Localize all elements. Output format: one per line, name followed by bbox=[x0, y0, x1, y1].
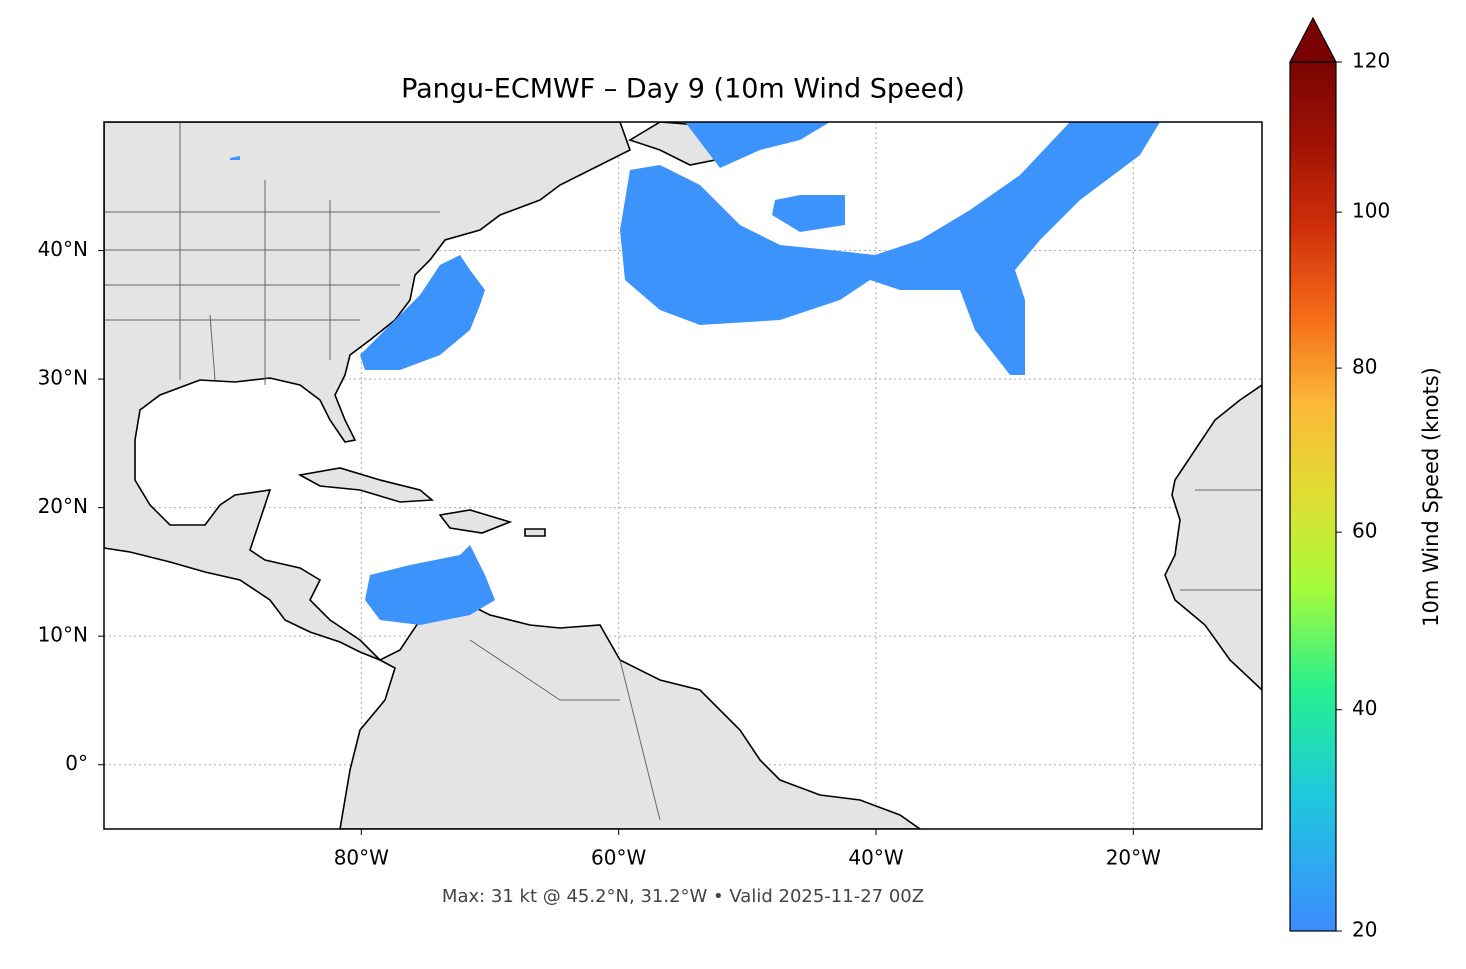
x-tick-label: 60°W bbox=[591, 846, 646, 870]
y-tick-label: 30°N bbox=[38, 366, 88, 390]
hispaniola bbox=[438, 509, 513, 534]
colorbar: 20 40 60 80 100 120 bbox=[1289, 16, 1390, 942]
y-tick-label: 10°N bbox=[38, 623, 88, 647]
colorbar-label: 10m Wind Speed (knots) bbox=[1419, 367, 1443, 627]
y-tick-label: 20°N bbox=[38, 494, 88, 518]
americas bbox=[104, 122, 922, 829]
colorbar-ramp bbox=[1290, 62, 1336, 931]
x-tick-label: 40°W bbox=[848, 846, 903, 870]
y-tick-label: 40°N bbox=[38, 237, 88, 261]
wind-region bbox=[772, 195, 845, 232]
x-tick-label: 80°W bbox=[334, 846, 389, 870]
colorbar-tick-label: 40 bbox=[1352, 696, 1377, 720]
map-area bbox=[104, 122, 1262, 829]
cuba bbox=[297, 467, 435, 503]
puerto-rico bbox=[524, 528, 546, 537]
footer-note: Max: 31 kt @ 45.2°N, 31.2°W • Valid 2025… bbox=[442, 886, 924, 907]
map-title: Pangu-ECMWF – Day 9 (10m Wind Speed) bbox=[401, 74, 965, 105]
wind-region bbox=[230, 156, 240, 160]
colorbar-tick-label: 20 bbox=[1352, 918, 1377, 942]
colorbar-tick-label: 60 bbox=[1352, 519, 1377, 543]
wind-region bbox=[365, 545, 495, 625]
wind-region bbox=[685, 122, 830, 168]
colorbar-tick-label: 120 bbox=[1352, 49, 1390, 73]
wind-region bbox=[620, 122, 1160, 375]
wind-region bbox=[360, 255, 485, 370]
colorbar-tick-label: 80 bbox=[1352, 355, 1377, 379]
y-tick-label: 0° bbox=[65, 751, 88, 775]
colorbar-tick-label: 100 bbox=[1352, 199, 1390, 223]
colorbar-extend bbox=[1289, 16, 1337, 63]
map-frame bbox=[103, 121, 1263, 830]
colorbar-frame bbox=[1289, 61, 1337, 932]
graticule bbox=[104, 122, 1262, 829]
us-state-borders bbox=[104, 122, 1262, 821]
x-tick-label: 20°W bbox=[1106, 846, 1161, 870]
africa bbox=[1164, 384, 1262, 692]
